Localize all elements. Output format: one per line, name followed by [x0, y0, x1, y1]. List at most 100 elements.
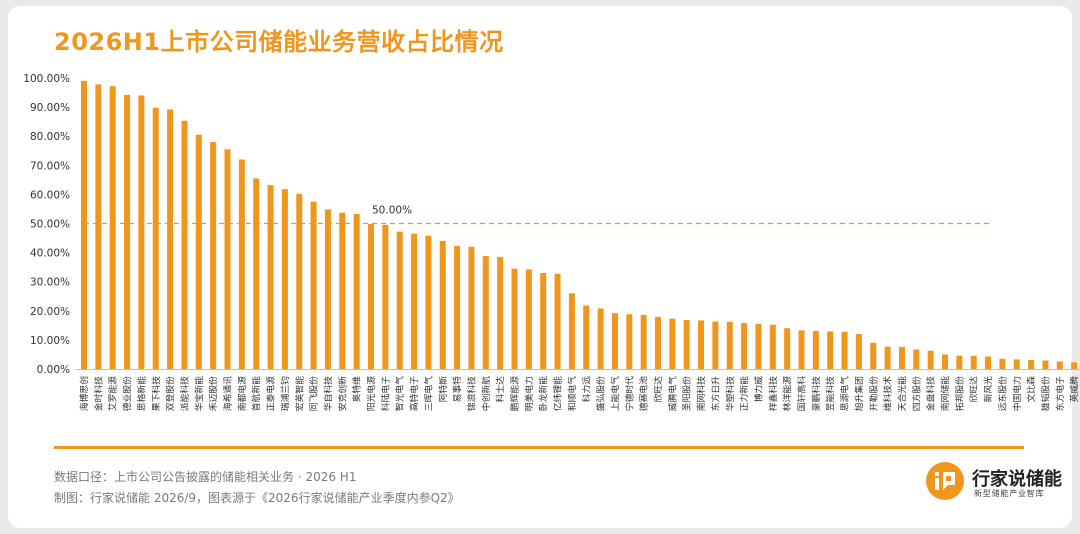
- category-label: 南都电源: [236, 376, 248, 411]
- category-label: 首航新能: [250, 376, 262, 411]
- category-label: 豪鹏科技: [810, 376, 822, 411]
- category-label: 欣旺达: [652, 376, 664, 403]
- bar: [554, 273, 561, 369]
- category-label: 卧龙新能: [537, 376, 549, 411]
- category-label: 海博思创: [78, 376, 90, 411]
- bar: [324, 209, 331, 369]
- category-label: 思源电气: [839, 376, 851, 411]
- category-label: 维科技术: [882, 376, 894, 411]
- bar: [454, 245, 461, 369]
- bar: [626, 314, 633, 369]
- bar: [124, 94, 131, 370]
- bar: [927, 350, 934, 369]
- category-label: 艾罗能源: [107, 376, 119, 411]
- category-label: 双登股份: [164, 376, 176, 411]
- category-label: 华塑科技: [724, 376, 736, 411]
- category-label: 金时科技: [92, 376, 104, 411]
- bar: [238, 159, 245, 369]
- bar: [1056, 361, 1063, 369]
- y-tick-label: 80.00%: [30, 131, 70, 143]
- bar: [411, 233, 418, 369]
- bar: [1013, 359, 1020, 369]
- bar: [195, 134, 202, 369]
- category-label: 南网科技: [695, 376, 707, 411]
- y-tick-label: 20.00%: [30, 306, 70, 318]
- bar: [1071, 362, 1078, 369]
- category-label: 华自科技: [322, 376, 334, 411]
- category-label: 东方日升: [709, 376, 721, 411]
- category-label: 拓邦股份: [953, 376, 965, 411]
- brand-name: 行家说储能: [972, 469, 1062, 490]
- y-tick-label: 60.00%: [30, 189, 70, 201]
- bar: [640, 314, 647, 369]
- category-label: 雄韬股份: [1039, 376, 1051, 411]
- bar: [769, 324, 776, 369]
- bar: [827, 331, 834, 369]
- bar: [296, 193, 303, 369]
- bar: [1042, 360, 1049, 369]
- y-tick-label: 50.00%: [30, 219, 70, 231]
- category-label: 亿纬锂能: [552, 376, 564, 411]
- category-label: 圣阳股份: [681, 376, 693, 411]
- bar: [439, 240, 446, 369]
- category-label: 昱能科技: [824, 376, 836, 411]
- category-label: 安克创新: [336, 376, 348, 411]
- y-tick-label: 30.00%: [30, 277, 70, 289]
- bar: [310, 201, 317, 369]
- bar: [999, 358, 1006, 369]
- y-tick-label: 90.00%: [30, 102, 70, 114]
- y-tick-label: 0.00%: [37, 364, 70, 376]
- category-label: 智光电气: [394, 376, 406, 411]
- bar: [669, 318, 676, 369]
- bar: [109, 86, 116, 369]
- category-label: 果下科技: [150, 376, 162, 411]
- bar: [138, 95, 145, 370]
- bar: [525, 269, 532, 369]
- category-label: 正力新能: [738, 376, 750, 411]
- brand-tagline: 新型储能产业智库: [974, 489, 1045, 498]
- y-tick-label: 10.00%: [30, 335, 70, 347]
- bar: [583, 305, 590, 369]
- category-label: 博力威: [752, 376, 764, 403]
- category-label: 欣旺达: [968, 376, 980, 403]
- bar: [81, 80, 87, 369]
- chart-title: 2026H1上市公司储能业务营收占比情况: [54, 28, 504, 56]
- category-label: 文比森: [1025, 376, 1037, 403]
- category-label: 德赛电池: [638, 376, 650, 411]
- category-label: 思格新能: [135, 376, 147, 411]
- bar: [942, 354, 948, 369]
- bar: [253, 178, 260, 369]
- bar: [167, 109, 174, 369]
- bar: [698, 320, 705, 369]
- category-label: 远东股份: [996, 376, 1008, 411]
- category-label: 科陆电子: [379, 376, 391, 411]
- category-label: 禾迈股份: [207, 376, 219, 411]
- footer-source-note: 制图：行家说储能 2026/9，图表源于《2026行家说储能产业季度内参Q2》: [54, 491, 460, 505]
- bar-chart: 100.00% 90.00% 80.00% 70.00% 60.00% 50.00% 40.…: [23, 73, 1080, 411]
- brand-logo-icon: [926, 462, 964, 500]
- bar: [855, 334, 862, 369]
- category-label: 易事特: [451, 376, 463, 403]
- category-label: 南网储能: [939, 376, 951, 411]
- bar: [482, 256, 489, 369]
- bar: [798, 330, 805, 369]
- bar: [712, 321, 719, 369]
- bar: [540, 272, 547, 369]
- category-label: 中创新航: [480, 376, 492, 411]
- bar: [597, 308, 604, 369]
- y-tick-label: 100.00%: [23, 73, 70, 85]
- category-label: 瑞浦兰钧: [279, 376, 291, 411]
- category-label: 鹏辉能源: [509, 376, 521, 411]
- bar: [884, 346, 891, 369]
- bar: [511, 268, 518, 369]
- category-label: 中国电力: [1011, 376, 1023, 411]
- bar: [281, 189, 288, 369]
- category-label: 四方股份: [910, 376, 922, 411]
- footer-data-scope-note: 数据口径：上市公司公告披露的储能相关业务 · 2026 H1: [54, 470, 357, 484]
- bar: [898, 346, 905, 369]
- category-label: 正泰电源: [265, 376, 277, 411]
- y-tick-label: 70.00%: [30, 160, 70, 172]
- bar: [870, 342, 877, 369]
- bar: [396, 231, 403, 369]
- bar: [382, 224, 389, 369]
